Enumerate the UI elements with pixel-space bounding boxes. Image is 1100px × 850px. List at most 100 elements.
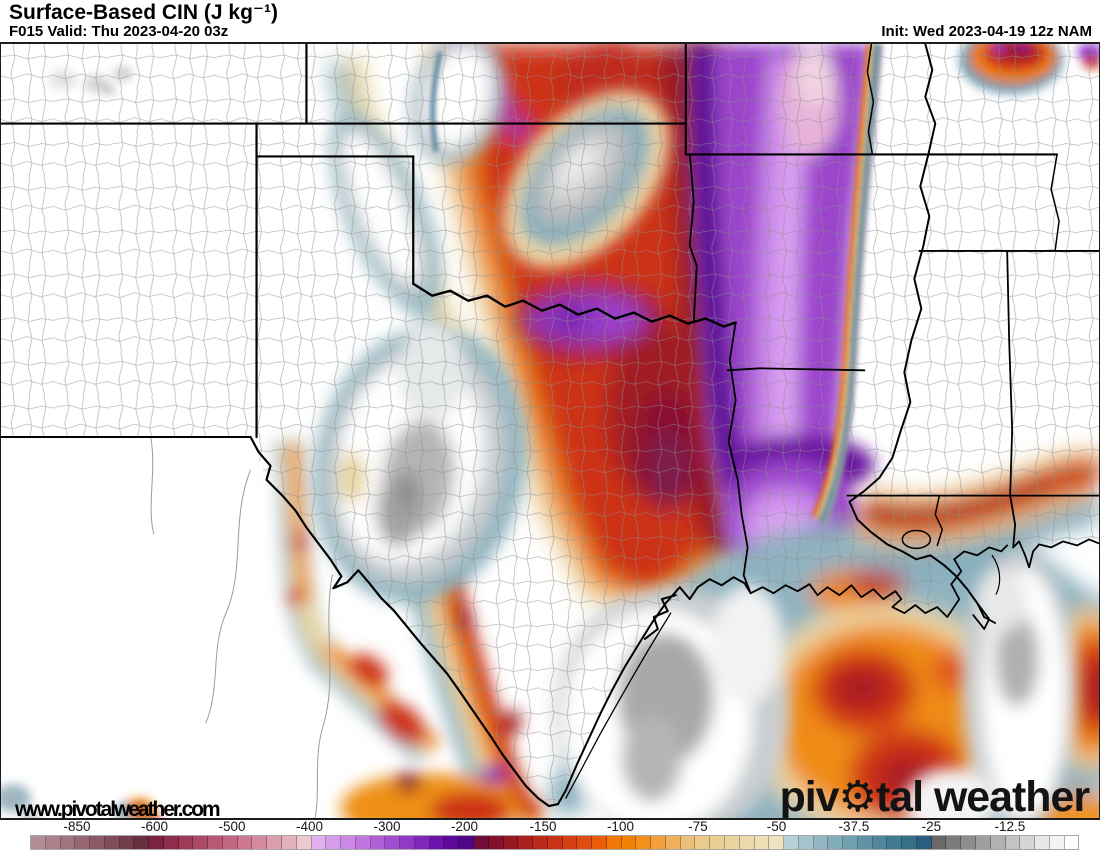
colorbar-cell xyxy=(1035,836,1050,849)
colorbar-cell xyxy=(341,836,356,849)
colorbar-cell xyxy=(385,836,401,849)
colorbar-cell xyxy=(222,836,238,849)
init-time-label: Init: Wed 2023-04-19 12z NAM xyxy=(881,23,1092,40)
mississippi-river xyxy=(848,44,986,619)
colorbar-tick: -200 xyxy=(450,819,478,834)
colorbar-cell xyxy=(887,836,903,849)
colorbar-cell xyxy=(444,836,460,849)
colorbar-tick: -150 xyxy=(529,819,557,834)
colorbar-cell xyxy=(326,836,342,849)
louisiana-coastline xyxy=(749,558,963,618)
colorbar-cell xyxy=(680,836,696,849)
rio-grande-river xyxy=(249,435,560,808)
colorbar-cell xyxy=(961,836,976,849)
colorbar-cell xyxy=(60,836,76,849)
lake-pontchartrain xyxy=(901,529,932,550)
colorbar-cell xyxy=(710,836,725,849)
colorbar-tick: -500 xyxy=(218,819,246,834)
colorbar-cell xyxy=(208,836,223,849)
colorbar-cell xyxy=(31,836,46,849)
colorbar-cell xyxy=(739,836,755,849)
colorbar-cell xyxy=(503,836,519,849)
colorbar-cell xyxy=(946,836,962,849)
colorbar-cell xyxy=(606,836,622,849)
colorbar-tick: -100 xyxy=(606,819,634,834)
colorbar-cell xyxy=(237,836,253,849)
colorbar-tick: -50 xyxy=(766,819,787,834)
colorbar-cell xyxy=(400,836,415,849)
colorbar-cell xyxy=(311,836,327,849)
page-title: Surface-Based CIN (J kg⁻¹) xyxy=(9,1,278,24)
colorbar-cell xyxy=(104,836,120,849)
colorbar-cell xyxy=(769,836,785,849)
colorbar-cell xyxy=(872,836,888,849)
colorbar-cell xyxy=(518,836,534,849)
colorbar-cell xyxy=(473,836,489,849)
colorbar-cell xyxy=(414,836,430,849)
colorbar-tick: -25 xyxy=(921,819,942,834)
cin-map-svg: www.pivotalweather.com piv⚙tal weather xyxy=(1,44,1099,818)
colorbar-cell xyxy=(533,836,548,849)
colorbar-cell xyxy=(178,836,194,849)
colorbar-cell xyxy=(813,836,829,849)
colorbar-tick: -75 xyxy=(688,819,708,834)
colorbar-tick: -300 xyxy=(373,819,401,834)
colorbar-cell xyxy=(695,836,711,849)
colorbar-cell xyxy=(636,836,652,849)
colorbar-cell xyxy=(355,836,371,849)
colorbar-cell xyxy=(429,836,445,849)
cin-map: www.pivotalweather.com piv⚙tal weather xyxy=(0,42,1100,820)
state-lines xyxy=(1,44,1099,808)
colorbar-cell xyxy=(916,836,932,849)
colorbar-tick: -600 xyxy=(141,819,169,834)
colorbar-cell xyxy=(843,836,858,849)
colorbar-cell xyxy=(547,836,563,849)
colorbar-cell xyxy=(90,836,105,849)
gulf-coast-east xyxy=(953,538,1099,569)
colorbar-tick: -400 xyxy=(295,819,324,834)
colorbar-cell xyxy=(370,836,386,849)
colorbar-cell xyxy=(577,836,593,849)
colorbar-cell xyxy=(134,836,150,849)
colorbar-cell xyxy=(724,836,740,849)
colorbar-cell xyxy=(1064,836,1079,849)
colorbar-cell xyxy=(562,836,578,849)
colorbar-cell xyxy=(1020,836,1036,849)
colorbar-cell xyxy=(784,836,799,849)
colorbar xyxy=(30,835,1079,850)
colorbar-cell xyxy=(754,836,770,849)
colorbar-cell xyxy=(990,836,1006,849)
colorbar-cell xyxy=(592,836,607,849)
colorbar-cell xyxy=(1049,836,1065,849)
colorbar-cell xyxy=(828,836,844,849)
colorbar-cell xyxy=(149,836,164,849)
watermark: www.pivotalweather.com xyxy=(14,798,221,818)
colorbar-cell xyxy=(252,836,268,849)
colorbar-tick: -12.5 xyxy=(994,819,1026,834)
valid-time-label: F015 Valid: Thu 2023-04-20 03z xyxy=(9,23,229,40)
colorbar-cell xyxy=(651,836,666,849)
colorbar-cell xyxy=(488,836,504,849)
colorbar-cell xyxy=(75,836,91,849)
colorbar-cell xyxy=(296,836,312,849)
colorbar-cell xyxy=(857,836,873,849)
colorbar-cell xyxy=(798,836,814,849)
colorbar-cell xyxy=(665,836,681,849)
colorbar-cell xyxy=(976,836,991,849)
colorbar-tick-labels: -850 -600 -500 -400 -300 -200 -150 -100 -75 -50 -3… xyxy=(31,819,1078,835)
colorbar-cell xyxy=(193,836,209,849)
mississippi-delta xyxy=(972,602,997,630)
texas-coastline xyxy=(556,576,752,806)
pivotal-weather-logo: piv⚙tal weather xyxy=(780,773,1091,818)
colorbar-cell xyxy=(45,836,61,849)
colorbar-cell xyxy=(902,836,917,849)
colorbar-tick: -37.5 xyxy=(838,819,870,834)
barrier-island xyxy=(565,612,672,799)
colorbar-cell xyxy=(459,836,474,849)
colorbar-cell xyxy=(163,836,179,849)
colorbar-cell xyxy=(119,836,135,849)
colorbar-cell xyxy=(931,836,947,849)
colorbar-cell xyxy=(1005,836,1021,849)
colorbar-cell xyxy=(267,836,283,849)
